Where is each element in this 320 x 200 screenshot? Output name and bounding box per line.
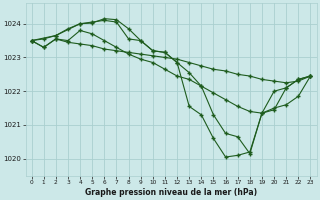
X-axis label: Graphe pression niveau de la mer (hPa): Graphe pression niveau de la mer (hPa) [85,188,257,197]
